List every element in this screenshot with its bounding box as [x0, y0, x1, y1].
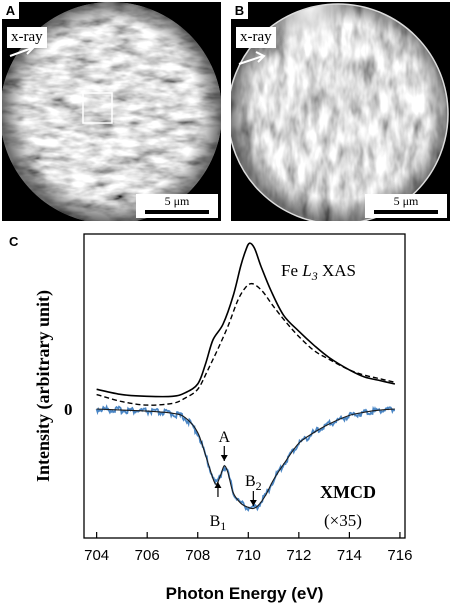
scalebar-label-a: 5 μm — [164, 194, 190, 208]
annotation-b2-label: B2 — [245, 473, 262, 493]
xmcd-measured-line — [95, 404, 396, 512]
xray-label-b: x-ray — [236, 27, 276, 48]
y-axis-label: Intensity (arbitrary unit) — [33, 290, 54, 482]
x-tick-label-712: 712 — [286, 547, 311, 564]
annotation-b1-arrow-head — [214, 482, 222, 488]
x-axis-label: Photon Energy (eV) — [166, 584, 324, 603]
annotation-a-arrow-head — [220, 455, 228, 461]
xray-arrow-icon — [238, 51, 266, 65]
x-tick-label-714: 714 — [337, 547, 362, 564]
scalebar-line-a — [145, 210, 209, 214]
microscopy-image-a: A x-ray 5 μm — [2, 2, 221, 221]
x-tick-label-706: 706 — [135, 547, 160, 564]
plot-frame — [83, 233, 406, 539]
xas-solid-line — [96, 242, 396, 398]
xray-label-a: x-ray — [7, 27, 47, 48]
scalebar-line-b — [374, 210, 438, 214]
panel-letter-b: B — [231, 2, 248, 19]
xmcd-fit-line — [96, 408, 395, 510]
y-zero-label: 0 — [64, 400, 73, 419]
panel-letter-a: A — [2, 2, 19, 19]
spectrum-chart: C 704 706 708 710 712 714 716 0 Photon Energy (e… — [9, 233, 412, 603]
panel-letter-c: C — [9, 234, 19, 249]
annotation-b2-arrow-head — [249, 500, 257, 506]
region-of-interest-box — [82, 92, 113, 124]
scalebar-label-b: 5 μm — [393, 194, 419, 208]
annotation-a-label: A — [218, 429, 230, 446]
microscopy-image-b: B x-ray 5 μm — [231, 2, 450, 221]
xas-label: Fe L3 XAS — [281, 261, 356, 283]
xas-dashed-line — [96, 282, 396, 406]
scalebar-a: 5 μm — [136, 194, 218, 218]
x-tick-label-704: 704 — [84, 547, 109, 564]
plot-area: 704 706 708 710 712 714 716 0 Photon Energy (eV)… — [33, 233, 412, 603]
x-tick-label-716: 716 — [387, 547, 412, 564]
xmcd-label: XMCD — [320, 482, 376, 502]
scalebar-b: 5 μm — [365, 194, 447, 218]
x-tick-label-708: 708 — [185, 547, 210, 564]
x-tick-label-710: 710 — [236, 547, 261, 564]
xmcd-scale-label: (×35) — [324, 511, 362, 530]
annotation-b1-label: B1 — [210, 513, 227, 533]
